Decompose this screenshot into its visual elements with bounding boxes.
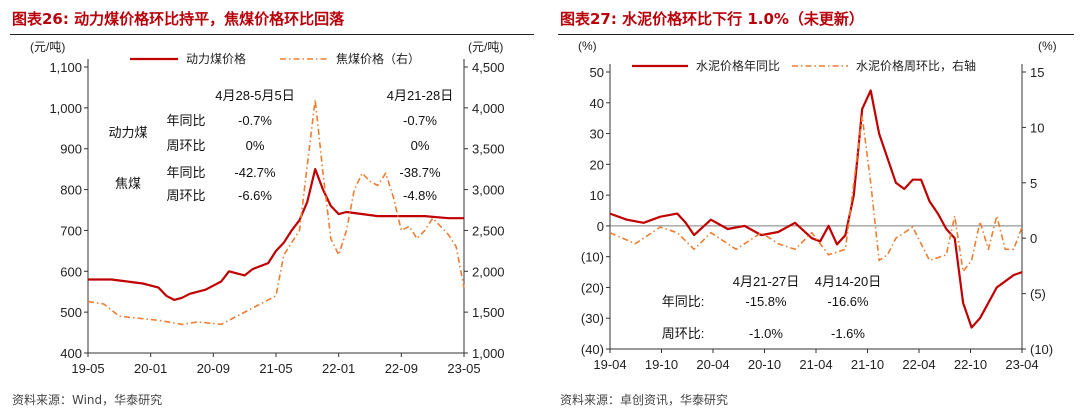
chart-svg: 1,100 1,000 900 800 700 600 500 400 4,500 4,000 3,… (30, 40, 505, 376)
y-tick-label-left: 400 (60, 346, 82, 361)
x-tick-label: 23-05 (447, 361, 480, 376)
y-unit-left: (%) (578, 39, 597, 53)
annotation-row-label: 周环比 (166, 188, 205, 203)
annotation-value: -1.6% (831, 326, 865, 341)
y-tick-label-left: 10 (590, 188, 604, 203)
annotation-col-header: 4月21-27日 (733, 274, 799, 289)
y-tick-label-left: 20 (590, 157, 604, 172)
chart-panel-cement: 图表27: 水泥价格环比下行 1.0%（未更新） 50 40 30 20 10 0 (10)… (548, 0, 1080, 417)
annotation-value: -1.0% (749, 326, 783, 341)
annotation-value: -15.8% (745, 294, 787, 309)
y-tick-label-left: (20) (581, 280, 604, 295)
y-tick-label-right: 4,000 (472, 101, 505, 116)
x-tick-label: 22-01 (322, 361, 355, 376)
annotation-value: 0% (246, 138, 265, 153)
annotation-value: -42.7% (234, 165, 276, 180)
annotation-row-label: 周环比 (166, 138, 205, 153)
x-tick-label: 21-10 (851, 357, 884, 372)
annotation-value: 0% (411, 138, 430, 153)
x-tick-label: 19-04 (593, 357, 626, 372)
x-tick-label: 20-01 (134, 361, 167, 376)
annotation-col-header: 4月14-20日 (815, 274, 881, 289)
y-tick-label-right: 2,000 (472, 264, 505, 279)
y-tick-label-left: 500 (60, 305, 82, 320)
legend-label-1: 水泥价格周环比，右轴 (856, 58, 976, 73)
y-tick-label-left: 700 (60, 223, 82, 238)
y-tick-label-left: 50 (590, 65, 604, 80)
y-tick-label-right: 5 (1030, 176, 1037, 191)
y-unit-right: (%) (1038, 39, 1057, 53)
y-tick-label-right: 1,500 (472, 305, 505, 320)
x-tick-label: 23-04 (1005, 357, 1038, 372)
x-tick-label: 19-05 (71, 361, 104, 376)
y-tick-label-right: 15 (1030, 65, 1044, 80)
annotation-group-label: 焦煤 (115, 176, 141, 191)
legend-label-0: 动力煤价格 (186, 51, 246, 66)
y-tick-label-left: 0 (597, 219, 604, 234)
y-tick-label-right: 2,500 (472, 223, 505, 238)
y-tick-label-right: 0 (1030, 231, 1037, 246)
annotation-value: -0.7% (403, 113, 437, 128)
y-tick-label-left: (10) (581, 250, 604, 265)
annotation-value: -4.8% (403, 188, 437, 203)
chart-panel-coal: 图表26: 动力煤价格环比持平，焦煤价格环比回落 1,100 1,000 900 80… (10, 10, 534, 407)
y-tick-label-left: 1,100 (49, 60, 82, 75)
y-tick-label-left: 1,000 (49, 101, 82, 116)
x-tick-label: 21-05 (259, 361, 292, 376)
x-tick-label: 22-09 (385, 361, 418, 376)
annotation-value: -16.6% (827, 294, 869, 309)
chart-source: 资料来源：Wind，华泰研究 (12, 393, 163, 407)
annotation-row-label: 周环比: (662, 326, 705, 341)
annotation-col-header: 4月21-28日 (387, 88, 453, 103)
chart-source: 资料来源：卓创资讯，华泰研究 (560, 393, 729, 407)
legend-label-1: 焦煤价格（右） (336, 51, 420, 66)
x-tick-label: 21-04 (799, 357, 832, 372)
series-line-1 (609, 115, 1023, 273)
annotation-group-label: 动力煤 (108, 125, 147, 140)
x-tick-label: 20-10 (748, 357, 781, 372)
series-line-1 (87, 98, 465, 326)
y-tick-label-left: 800 (60, 183, 82, 198)
y-tick-label-right: (5) (1030, 287, 1046, 302)
legend-label-0: 水泥价格年同比 (696, 58, 780, 73)
x-tick-label: 22-10 (954, 357, 987, 372)
y-tick-label-right: (10) (1030, 342, 1053, 357)
title-divider (558, 34, 1074, 35)
y-tick-label-left: (40) (581, 342, 604, 357)
y-unit-right: (元/吨) (468, 40, 503, 54)
title-divider (10, 34, 534, 35)
x-tick-label: 20-09 (197, 361, 230, 376)
y-tick-label-right: 10 (1030, 120, 1044, 135)
y-tick-label-right: 4,500 (472, 60, 505, 75)
annotation-row-label: 年同比 (166, 165, 205, 180)
x-tick-label: 19-10 (645, 357, 678, 372)
chart-svg: 50403020100(10)(20)(30)(40)151050(5)(10)… (578, 39, 1057, 372)
chart-title: 图表26: 动力煤价格环比持平，焦煤价格环比回落 (12, 10, 345, 28)
series-line-0 (609, 89, 1023, 329)
y-unit-left: (元/吨) (30, 40, 65, 54)
y-tick-label-right: 1,000 (472, 346, 505, 361)
y-tick-label-left: 600 (60, 264, 82, 279)
y-tick-label-left: 900 (60, 142, 82, 157)
y-tick-label-left: 30 (590, 127, 604, 142)
x-tick-label: 20-04 (696, 357, 729, 372)
chart-title: 图表27: 水泥价格环比下行 1.0%（未更新） (560, 10, 864, 28)
y-tick-label-left: (30) (581, 311, 604, 326)
series-line-0 (88, 168, 464, 301)
y-tick-label-right: 3,500 (472, 142, 505, 157)
y-tick-label-right: 3,000 (472, 183, 505, 198)
y-tick-label-left: 40 (590, 96, 604, 111)
annotation-value: -38.7% (399, 165, 441, 180)
annotation-col-header: 4月28-5月5日 (215, 88, 294, 103)
annotation-row-label: 年同比 (166, 113, 205, 128)
annotation-value: -6.6% (238, 188, 272, 203)
x-tick-label: 22-04 (902, 357, 935, 372)
annotation-value: -0.7% (238, 113, 272, 128)
annotation-row-label: 年同比: (662, 294, 705, 309)
